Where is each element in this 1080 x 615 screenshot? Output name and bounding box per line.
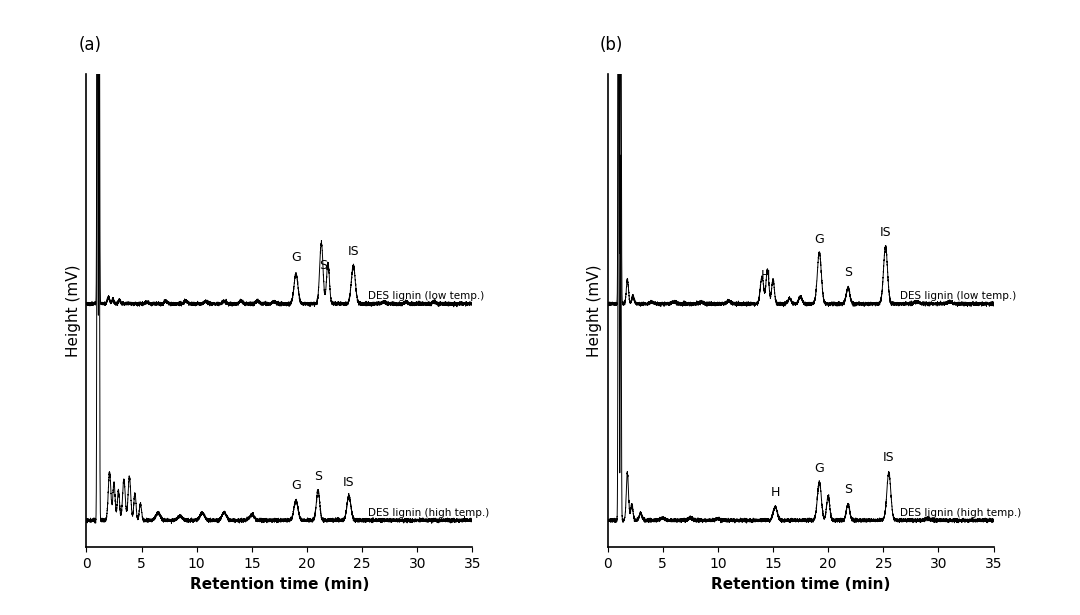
X-axis label: Retention time (min): Retention time (min) <box>711 577 890 592</box>
Text: IS: IS <box>883 451 894 464</box>
Text: G: G <box>814 233 824 246</box>
Text: IS: IS <box>348 245 360 258</box>
Text: G: G <box>814 462 824 475</box>
Text: DES lignin (low temp.): DES lignin (low temp.) <box>900 291 1016 301</box>
Text: G: G <box>292 480 301 493</box>
Text: (a): (a) <box>79 36 102 54</box>
Text: S: S <box>314 470 322 483</box>
Text: (b): (b) <box>599 36 623 54</box>
Text: DES lignin (low temp.): DES lignin (low temp.) <box>367 291 484 301</box>
Y-axis label: Height (mV): Height (mV) <box>66 264 81 357</box>
Text: S: S <box>843 483 852 496</box>
Text: DES lignin (high temp.): DES lignin (high temp.) <box>367 507 489 518</box>
Text: IS: IS <box>880 226 891 239</box>
Text: DES lignin (high temp.): DES lignin (high temp.) <box>900 507 1021 518</box>
Text: H: H <box>760 269 770 282</box>
Text: G: G <box>292 252 301 264</box>
Y-axis label: Height (mV): Height (mV) <box>588 264 602 357</box>
Text: S: S <box>843 266 852 279</box>
X-axis label: Retention time (min): Retention time (min) <box>190 577 369 592</box>
Text: H: H <box>770 486 780 499</box>
Text: IS: IS <box>343 475 354 488</box>
Text: S: S <box>320 259 327 272</box>
